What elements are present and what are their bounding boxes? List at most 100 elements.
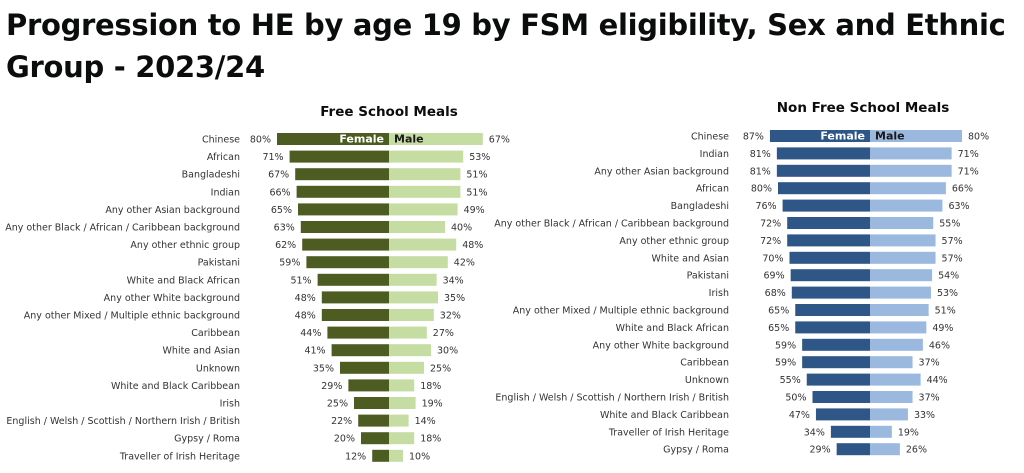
nonfsm-male-value: 26% <box>906 445 927 456</box>
nonfsm-category-label: Any other Black / African / Caribbean ba… <box>494 219 729 230</box>
nonfsm-male-value: 57% <box>942 253 963 264</box>
nonfsm-male-value: 37% <box>919 393 940 404</box>
fsm-category-label: Traveller of Irish Heritage <box>119 451 240 462</box>
nonfsm-male-value: 55% <box>939 219 960 230</box>
fsm-category-label: Caribbean <box>191 328 240 339</box>
fsm-category-label: African <box>207 152 240 163</box>
nonfsm-female-value: 59% <box>775 358 796 369</box>
fsm-female-bar <box>321 291 389 304</box>
fsm-female-bar <box>340 361 389 374</box>
nonfsm-female-bar <box>787 217 870 229</box>
nonfsm-male-value: 33% <box>914 410 935 421</box>
fsm-female-value: 66% <box>269 187 290 198</box>
nonfsm-female-value: 68% <box>765 288 786 299</box>
fsm-male-value: 35% <box>444 293 465 304</box>
fsm-female-bar <box>277 133 389 145</box>
nonfsm-category-label: White and Black Caribbean <box>600 410 729 421</box>
nonfsm-male-bar <box>870 408 908 421</box>
fsm-male-value: 10% <box>409 451 430 462</box>
fsm-female-value: 29% <box>321 381 342 392</box>
fsm-male-value: 30% <box>437 346 458 357</box>
nonfsm-male-value: 51% <box>935 306 956 317</box>
fsm-female-bar <box>300 221 389 233</box>
nonfsm-female-value: 29% <box>810 445 831 456</box>
fsm-male-bar <box>389 361 424 374</box>
fsm-female-value: 63% <box>274 223 295 234</box>
fsm-male-bar <box>389 397 416 409</box>
fsm-female-value: 51% <box>290 275 311 286</box>
fsm-female-bar <box>348 379 389 392</box>
fsm-female-bar <box>321 309 389 321</box>
nonfsm-category-label: Indian <box>700 149 729 160</box>
nonfsm-female-bar <box>802 338 870 351</box>
nonfsm-male-value: 66% <box>952 184 973 195</box>
nonfsm-male-bar <box>870 217 934 229</box>
nonfsm-male-bar <box>870 130 962 142</box>
page-title: Progression to HE by age 19 by FSM eligi… <box>6 8 1006 84</box>
fsm-category-label: Any other Mixed / Multiple ethnic backgr… <box>24 311 240 322</box>
nonfsm-category-label: Any other ethnic group <box>619 236 729 247</box>
fsm-female-value: 20% <box>334 434 355 445</box>
nonfsm-female-bar <box>802 356 870 369</box>
fsm-category-label: Any other White background <box>104 293 240 304</box>
nonfsm-female-bar <box>795 321 870 334</box>
fsm-male-value: 53% <box>469 152 490 163</box>
fsm-male-bar <box>389 256 448 269</box>
fsm-male-value: 32% <box>440 311 461 322</box>
fsm-female-value: 22% <box>331 416 352 427</box>
fsm-category-label: Irish <box>220 399 240 410</box>
nonfsm-male-value: 54% <box>938 271 959 282</box>
nonfsm-male-bar <box>870 251 936 264</box>
fsm-female-bar <box>358 414 389 427</box>
nonfsm-male-value: 57% <box>942 236 963 247</box>
fsm-male-bar <box>389 326 427 339</box>
fsm-male-bar <box>389 150 464 163</box>
fsm-female-bar <box>372 449 389 462</box>
nonfsm-female-bar <box>790 269 870 282</box>
nonfsm-female-bar <box>815 408 870 421</box>
nonfsm-male-value: 63% <box>948 201 969 212</box>
fsm-male-bar <box>389 344 431 357</box>
fsm-female-value: 80% <box>250 135 271 146</box>
nonfsm-male-bar <box>870 147 952 160</box>
fsm-male-bar <box>389 221 445 233</box>
nonfsm-male-value: 37% <box>919 358 940 369</box>
nonfsm-male-bar <box>870 234 936 247</box>
nonfsm-category-label: English / Welsh / Scottish / Northern Ir… <box>495 393 729 404</box>
nonfsm-female-value: 72% <box>760 236 781 247</box>
fsm-female-bar <box>302 238 389 251</box>
nonfsm-female-bar <box>836 443 870 456</box>
nonfsm-category-label: Bangladeshi <box>671 201 729 212</box>
nonfsm-category-label: Gypsy / Roma <box>663 445 729 456</box>
fsm-male-bar <box>389 273 437 286</box>
fsm-male-bar <box>389 309 434 321</box>
nonfsm-female-bar <box>795 304 870 316</box>
nonfsm-category-label: Any other Asian background <box>594 166 729 177</box>
nonfsm-category-label: Pakistani <box>687 271 729 282</box>
fsm-male-bar <box>389 168 461 181</box>
fsm-category-label: White and Black Caribbean <box>111 381 240 392</box>
fsm-female-value: 48% <box>295 293 316 304</box>
nonfsm-male-bar <box>870 199 943 212</box>
nonfsm-male-value: 53% <box>937 288 958 299</box>
fsm-female-bar <box>298 203 389 216</box>
fsm-female-value: 65% <box>271 205 292 216</box>
nonfsm-category-label: Caribbean <box>680 358 729 369</box>
fsm-female-bar <box>306 256 389 269</box>
nonfsm-female-value: 69% <box>764 271 785 282</box>
nonfsm-male-value: 46% <box>929 340 950 351</box>
fsm-male-value: 51% <box>466 170 487 181</box>
nonfsm-male-bar <box>870 269 933 282</box>
fsm-male-value: 18% <box>420 434 441 445</box>
nonfsm-female-value: 81% <box>750 149 771 160</box>
nonfsm-female-value: 59% <box>775 340 796 351</box>
nonfsm-category-label: Chinese <box>691 132 729 143</box>
fsm-category-label: Any other Black / African / Caribbean ba… <box>5 223 240 234</box>
nonfsm-male-bar <box>870 164 952 177</box>
nonfsm-category-label: Any other Mixed / Multiple ethnic backgr… <box>513 306 729 317</box>
fsm-male-bar <box>389 379 415 392</box>
fsm-female-bar <box>354 397 389 409</box>
fsm-male-bar <box>389 133 483 145</box>
fsm-female-value: 44% <box>300 328 321 339</box>
